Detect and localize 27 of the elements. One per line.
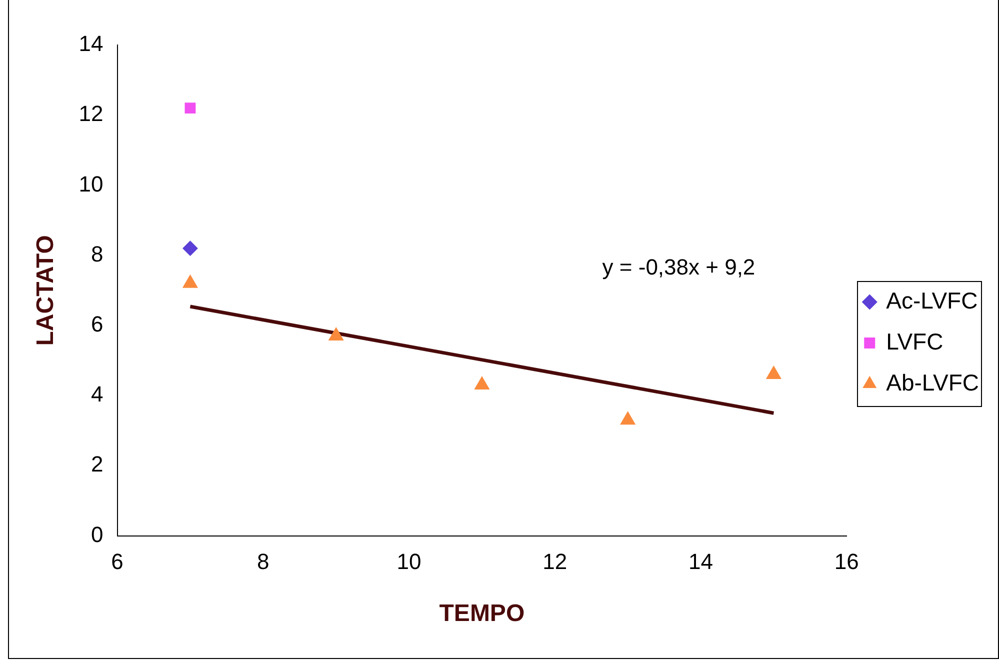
y-tick-label: 12: [78, 101, 104, 126]
y-tick-label: 8: [91, 241, 104, 266]
point: [328, 327, 344, 340]
y-tick-label: 2: [91, 452, 104, 477]
x-tick-label: 12: [542, 549, 568, 574]
point: [766, 366, 782, 380]
x-tick-label: 8: [257, 549, 270, 574]
y-tick-label: 14: [78, 31, 104, 56]
y-axis-title: LACTATO: [32, 235, 60, 346]
x-axis-title: TEMPO: [439, 600, 525, 628]
x-tick-label: 10: [396, 549, 422, 574]
point: [182, 274, 198, 288]
x-tick-label: 14: [688, 549, 713, 574]
y-tick-label: 0: [91, 522, 104, 547]
y-tick-label: 4: [91, 382, 104, 407]
legend-label: Ab-LVFC: [886, 369, 980, 396]
point: [184, 102, 196, 114]
point: [474, 376, 490, 390]
x-tick-label: 16: [834, 549, 859, 574]
x-tick-label: 6: [111, 549, 124, 574]
legend-label: Ac-LVFC: [886, 287, 978, 314]
y-tick-label: 10: [78, 171, 104, 196]
point: [182, 240, 198, 256]
legend-label: LVFC: [886, 328, 944, 354]
point: [620, 412, 636, 425]
annotation: y = -0,38x + 9,2: [602, 254, 756, 280]
y-tick-label: 6: [91, 312, 104, 337]
